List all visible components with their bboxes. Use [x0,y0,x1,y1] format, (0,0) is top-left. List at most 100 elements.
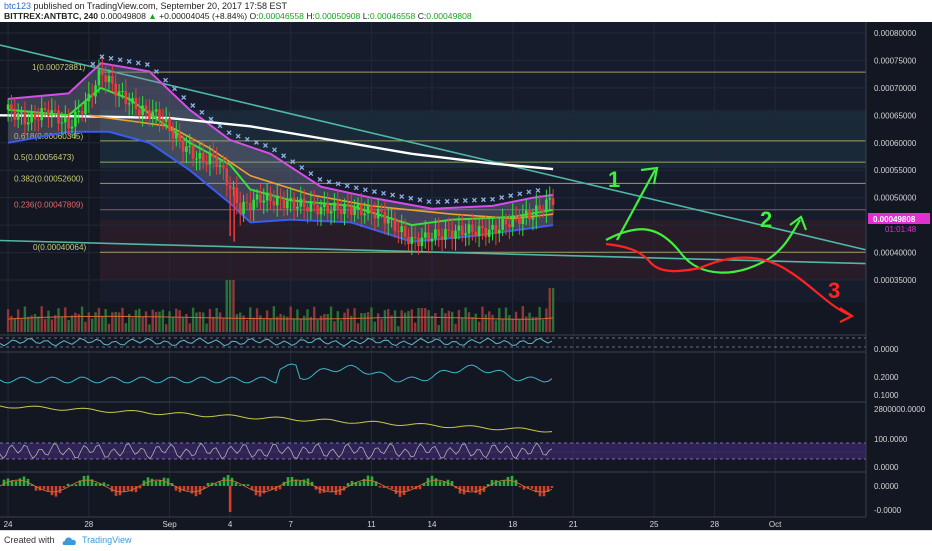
histogram-bar [450,481,454,486]
histogram-bar [242,484,246,486]
current-price-tag [868,213,930,224]
histogram-bar [490,479,494,486]
candle-body [161,120,165,122]
volume-bar [74,312,77,332]
volume-bar [286,316,289,332]
candle-body [504,218,508,225]
histogram-bar [46,486,50,492]
histogram-bar [318,486,322,494]
candle-body [245,201,249,203]
volume-bar [464,307,467,332]
candle-body [80,110,84,115]
candle-body [282,199,286,209]
volume-bar [117,312,121,332]
candle-body [312,201,316,206]
volume-bar [551,288,555,332]
candle-body [336,202,340,211]
pane-3-line [0,363,553,384]
histogram-bar [234,482,238,486]
sar-marker [90,61,96,67]
candle-body [275,195,279,206]
sar-marker [208,116,214,122]
volume-bar [393,310,397,332]
histogram-bar [306,478,310,486]
volume-bar [424,308,427,332]
price-tick-label: 0.00075000 [874,56,917,65]
volume-bar [13,318,17,332]
candle-body [94,85,97,97]
annotation-label-3: 3 [828,278,840,303]
volume-bar [360,313,363,332]
volume-bar [306,309,309,332]
histogram-bar [174,486,178,491]
candle-body [33,112,37,120]
candle-body [20,112,23,114]
chart-canvas[interactable]: 1(0.00072881)0.618(0.00060345)0.5(0.0005… [0,22,932,530]
volume-bar [373,321,376,332]
histogram-bar [30,484,34,486]
candle-body [444,229,447,240]
histogram-bar [462,486,466,495]
histogram-bar [406,486,410,491]
volume-bar [447,310,451,332]
price-tick-label: 0.00055000 [874,166,917,175]
arrowhead-icon [789,215,808,231]
sar-marker [153,69,159,75]
candle-body [541,209,545,213]
histogram-bar [494,480,498,486]
volume-bar [397,326,400,332]
candle-body [53,110,57,112]
time-tick-label: 18 [508,520,517,529]
candle-body [100,69,104,76]
volume-bar [262,319,265,332]
histogram-bar [218,481,222,486]
histogram-bar [366,475,370,486]
bollinger-band-fill [8,63,554,242]
time-axis[interactable]: 24 28 Sep 4 7 11 14 18 21 25 28 Oct [4,520,783,529]
author-link[interactable]: btc123 [4,1,32,11]
sar-marker [408,195,414,201]
candle-body [269,192,272,202]
sar-marker [535,187,541,193]
volume-bar [292,319,296,332]
candle-body [265,192,269,201]
candle-body [423,232,427,238]
histogram-bar [482,486,486,492]
sar-marker [353,185,359,191]
candle-body [440,236,444,240]
candle-body [494,225,498,234]
volume-bar [417,308,420,332]
candle-body [518,215,521,225]
tradingview-brand[interactable]: TradingView [82,535,132,545]
tradingview-cloud-icon [62,537,76,545]
candle-body [208,154,212,165]
volume-bar [504,307,508,332]
volume-bar [239,312,242,332]
volume-bar [37,316,40,332]
candle-body [450,230,454,239]
volume-bar [313,306,316,332]
volume-bar [178,310,181,332]
price-tick-label: 0.00065000 [874,111,917,120]
histogram-bar [514,479,518,486]
time-tick-label: Sep [162,520,177,529]
volume-bar [427,310,430,332]
volume-bar [138,308,141,332]
candle-body [407,236,410,245]
sar-marker [471,197,477,203]
candle-body [63,117,67,123]
volume-bar [235,314,239,332]
histogram-bar [262,486,266,494]
candle-body [514,215,518,217]
candle-body [57,110,60,124]
histogram-bar [94,483,98,486]
volume-bar [27,316,30,332]
candle-body [373,213,377,219]
volume-bar [127,313,131,332]
histogram-bar [254,486,258,496]
histogram-bar [182,486,186,491]
volume-average-line [8,315,554,320]
bollinger-upper-line [8,62,554,210]
candle-body [131,98,134,104]
sar-marker [235,133,241,139]
